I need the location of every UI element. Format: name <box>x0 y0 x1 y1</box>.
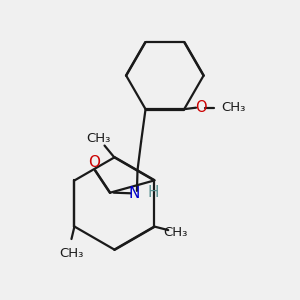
Text: CH₃: CH₃ <box>221 101 246 114</box>
Text: O: O <box>195 100 206 115</box>
Text: H: H <box>147 185 159 200</box>
Text: CH₃: CH₃ <box>164 226 188 239</box>
Text: CH₃: CH₃ <box>86 132 110 145</box>
Text: N: N <box>129 186 140 201</box>
Text: CH₃: CH₃ <box>59 247 84 260</box>
Text: O: O <box>88 154 100 169</box>
